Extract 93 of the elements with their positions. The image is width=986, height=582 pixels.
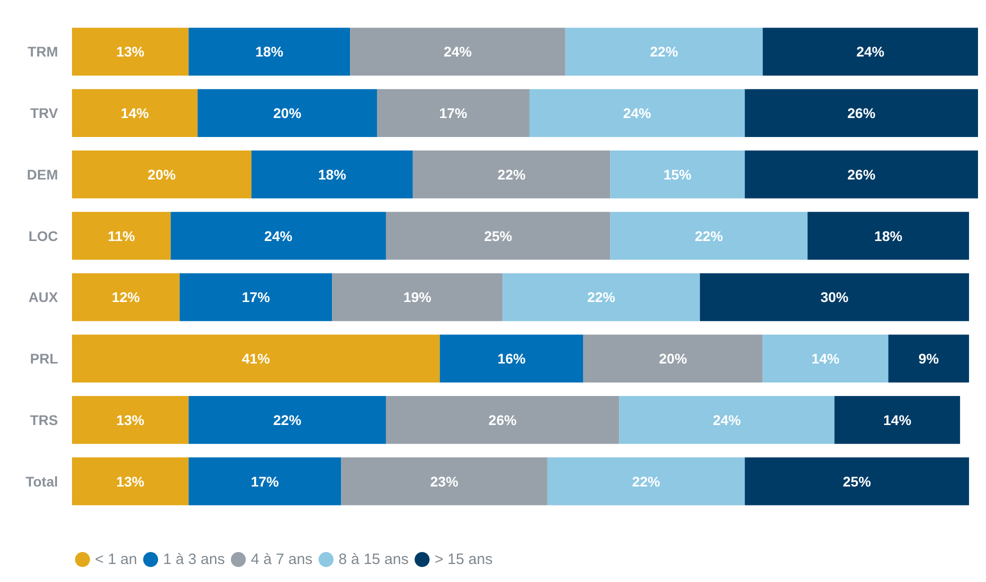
bar bbox=[529, 89, 745, 137]
bar bbox=[341, 457, 548, 506]
data-label: 41% bbox=[242, 350, 270, 367]
data-label: 18% bbox=[255, 44, 284, 60]
data-label: 20% bbox=[148, 166, 176, 182]
data-label: 9% bbox=[918, 350, 940, 367]
data-label: 14% bbox=[883, 412, 912, 428]
data-label: 18% bbox=[874, 228, 903, 244]
data-label: 12% bbox=[112, 289, 140, 306]
bar bbox=[350, 28, 566, 76]
bar bbox=[610, 150, 745, 198]
data-label: 22% bbox=[694, 228, 724, 244]
bar bbox=[700, 273, 970, 322]
data-label: 26% bbox=[847, 166, 876, 182]
legend-label: 1 à 3 ans bbox=[163, 551, 225, 568]
data-label: 26% bbox=[488, 412, 518, 428]
bar bbox=[72, 28, 189, 76]
data-label: 17% bbox=[242, 289, 270, 306]
bar bbox=[762, 28, 978, 76]
data-label: 22% bbox=[587, 289, 616, 306]
bar bbox=[412, 150, 610, 198]
data-label: 13% bbox=[116, 412, 145, 428]
data-label: 14% bbox=[120, 105, 150, 122]
data-label: 30% bbox=[820, 289, 850, 306]
y-tick-label: TRM bbox=[28, 44, 58, 60]
bar bbox=[72, 457, 189, 506]
data-label: 16% bbox=[498, 350, 526, 367]
bar bbox=[188, 28, 350, 76]
data-label: 13% bbox=[116, 473, 145, 490]
bar bbox=[565, 28, 763, 76]
bar bbox=[619, 396, 834, 444]
bar bbox=[198, 89, 377, 137]
bar bbox=[180, 273, 332, 322]
bar bbox=[808, 212, 970, 260]
data-label: 14% bbox=[811, 350, 840, 367]
data-label: 25% bbox=[842, 473, 872, 490]
bar bbox=[72, 89, 198, 137]
bar bbox=[72, 212, 171, 260]
y-tick-label: AUX bbox=[28, 289, 59, 306]
bar bbox=[888, 334, 970, 382]
y-tick-label: TRV bbox=[30, 105, 59, 122]
bar bbox=[170, 212, 386, 260]
bar bbox=[547, 457, 745, 506]
bar bbox=[502, 273, 700, 322]
data-label: 24% bbox=[623, 105, 652, 122]
data-label: 24% bbox=[264, 228, 293, 244]
bar bbox=[188, 457, 342, 506]
data-label: 19% bbox=[403, 289, 432, 306]
data-label: 22% bbox=[498, 166, 526, 182]
data-label: 13% bbox=[116, 44, 145, 60]
bar bbox=[72, 150, 252, 198]
bar bbox=[440, 334, 584, 382]
bar bbox=[386, 396, 620, 444]
bar bbox=[834, 396, 960, 444]
bar bbox=[72, 334, 440, 382]
bar bbox=[376, 89, 530, 137]
bar bbox=[762, 334, 888, 382]
bar bbox=[744, 150, 978, 198]
legend-label: 8 à 15 ans bbox=[338, 551, 409, 568]
data-label: 24% bbox=[712, 412, 742, 428]
data-label: 22% bbox=[273, 412, 302, 428]
y-tick-label: TRS bbox=[30, 412, 58, 428]
bar bbox=[583, 334, 763, 382]
y-tick-label: DEM bbox=[26, 166, 58, 182]
y-tick-label: LOC bbox=[28, 228, 58, 244]
data-label: 26% bbox=[847, 105, 876, 122]
bar bbox=[610, 212, 808, 260]
data-label: 24% bbox=[444, 44, 472, 60]
data-label: 24% bbox=[856, 44, 885, 60]
bar bbox=[332, 273, 503, 322]
data-label: 15% bbox=[663, 166, 692, 182]
data-label: 17% bbox=[250, 473, 280, 490]
bar bbox=[386, 212, 610, 260]
data-label: 23% bbox=[430, 473, 459, 490]
data-label: 18% bbox=[318, 166, 347, 182]
data-label: 25% bbox=[484, 228, 513, 244]
bar bbox=[744, 89, 978, 137]
data-label: 11% bbox=[108, 228, 136, 244]
data-label: 22% bbox=[650, 44, 679, 60]
legend-label: > 15 ans bbox=[434, 551, 493, 568]
legend-label: 4 à 7 ans bbox=[250, 551, 313, 568]
bar bbox=[188, 396, 386, 444]
data-label: 17% bbox=[439, 105, 468, 122]
bar bbox=[744, 457, 970, 506]
bar bbox=[72, 396, 189, 444]
data-label: 22% bbox=[632, 473, 661, 490]
y-tick-label: Total bbox=[26, 473, 58, 490]
legend-label: < 1 an bbox=[95, 551, 138, 568]
bar bbox=[251, 150, 413, 198]
bar bbox=[72, 273, 180, 322]
data-label: 20% bbox=[658, 350, 688, 367]
data-label: 20% bbox=[273, 105, 302, 122]
y-tick-label: PRL bbox=[30, 350, 58, 367]
